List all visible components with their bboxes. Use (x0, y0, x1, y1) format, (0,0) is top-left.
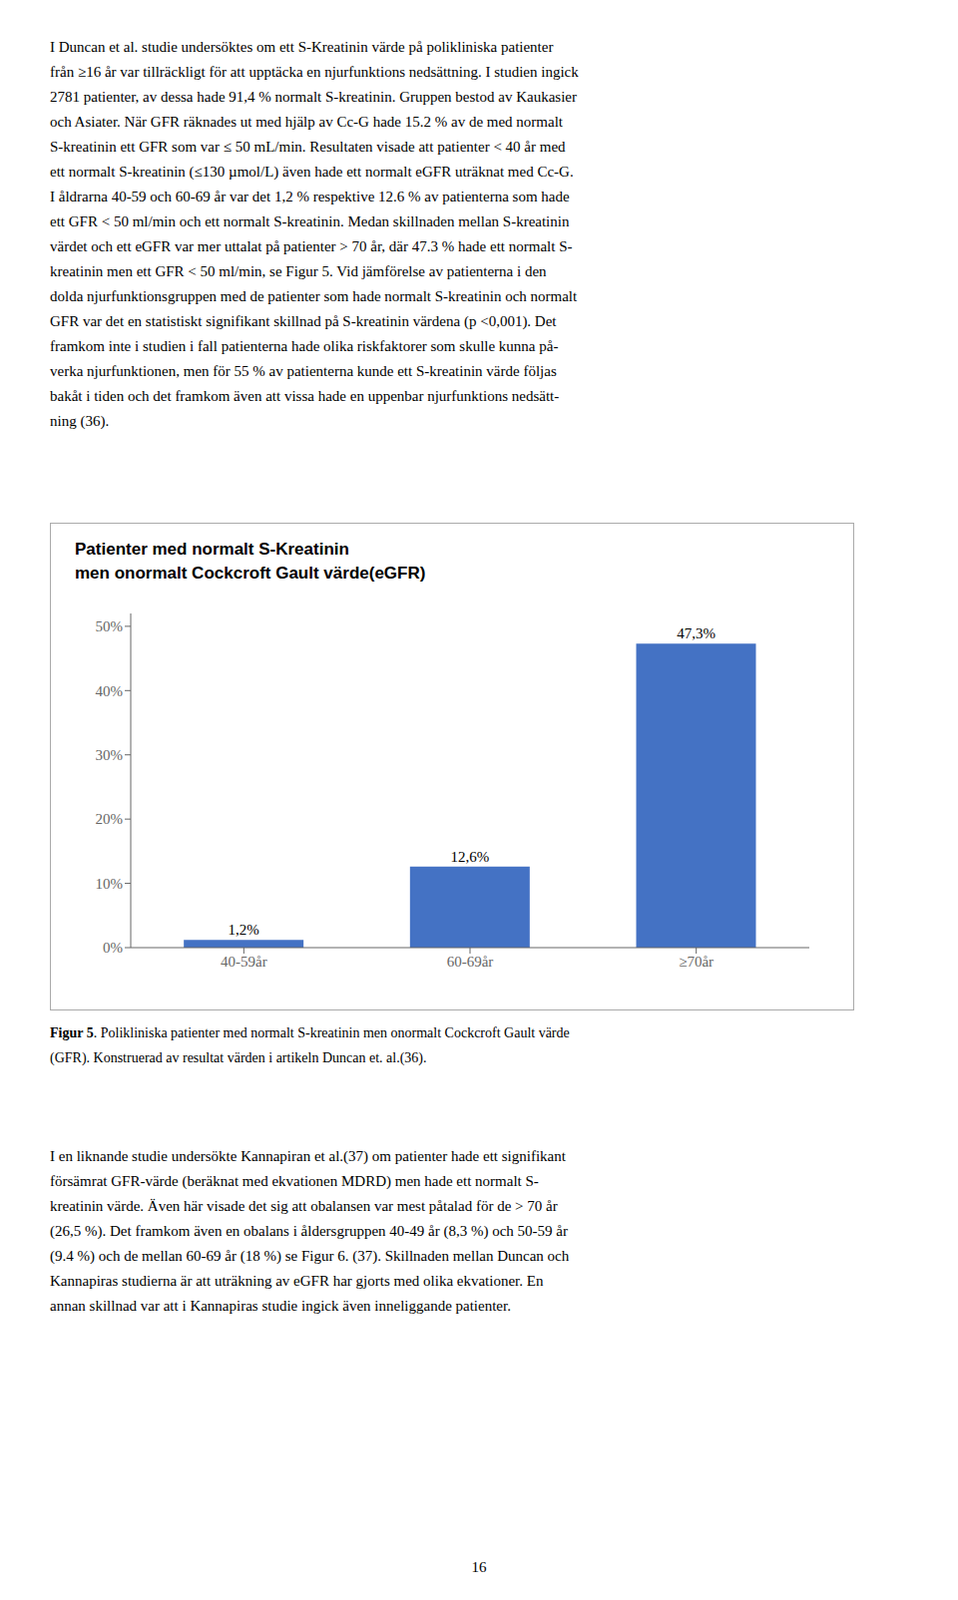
html-text:dolda njurfunktionsgruppen med: dolda njurfunktionsgruppen med de patien… (49, 288, 577, 305)
html-text:I åldrarna 40-59 och 60-69 år: I åldrarna 40-59 och 60-69 år var det 1,… (49, 188, 570, 205)
html-text:16: 16 (471, 1559, 487, 1576)
html-text:2781 patienter, av dessa hade: 2781 patienter, av dessa hade 91,4 % nor… (49, 88, 577, 105)
html-text:ett GFR < 50 ml/min och ett no: ett GFR < 50 ml/min och ett normalt S-kr… (49, 213, 570, 230)
html-text:men onormalt Cockcroft Gault v: men onormalt Cockcroft Gault värde(eGFR) (74, 563, 426, 583)
svg-text:12,6%: 12,6% (450, 849, 489, 866)
html-text:bakåt i tiden och det framkom: bakåt i tiden och det framkom även att v… (49, 388, 560, 405)
html-text:(GFR). Konstruerad av resultat: (GFR). Konstruerad av resultat värden i … (49, 1050, 427, 1066)
html-text:från ≥16 år var tillräckligt f: från ≥16 år var tillräckligt för att upp… (49, 63, 579, 80)
html-text:värdet och ett eGFR var mer ut: värdet och ett eGFR var mer uttalat på p… (49, 238, 573, 255)
svg-text:10%: 10% (95, 876, 124, 893)
svg-text:20%: 20% (95, 811, 124, 828)
svg-text:≥70år: ≥70år (678, 954, 714, 970)
html-text:ning (36).: ning (36). (49, 413, 109, 430)
html-text:försämrat GFR-värde (beräknat: försämrat GFR-värde (beräknat med ekvati… (49, 1173, 539, 1190)
html-text:(26,5 %). Det framkom även en: (26,5 %). Det framkom även en obalans i … (49, 1223, 568, 1240)
html-text:och Asiater. När GFR räknades: och Asiater. När GFR räknades ut med hjä… (49, 113, 563, 130)
svg-text:0%: 0% (102, 940, 123, 957)
html-text:(9.4 %) och de mellan 60-69 år: (9.4 %) och de mellan 60-69 år (18 %) se… (49, 1248, 570, 1265)
svg-text:40%: 40% (95, 683, 124, 700)
svg-text:47,3%: 47,3% (676, 625, 716, 642)
html-text:I Duncan et al. studie undersö: I Duncan et al. studie undersöktes om et… (49, 38, 554, 55)
html-text:annan skillnad var att i Kanna: annan skillnad var att i Kannapiras stud… (49, 1298, 511, 1315)
html-text:ett normalt S-kreatinin (≤130: ett normalt S-kreatinin (≤130 µmol/L) äv… (49, 163, 574, 180)
html-text:Figur 5. Polikliniska patiente: Figur 5. Polikliniska patienter med norm… (49, 1025, 570, 1041)
html-text:I en liknande studie undersökt: I en liknande studie undersökte Kannapir… (49, 1148, 566, 1165)
svg-text:30%: 30% (95, 747, 124, 764)
html-text:Kannapiras studierna är att ut: Kannapiras studierna är att uträkning av… (49, 1273, 544, 1290)
svg-text:40-59år: 40-59år (220, 954, 268, 970)
html-text:Patienter med normalt S-Kreati: Patienter med normalt S-Kreatinin (74, 539, 350, 559)
svg-text:1,2%: 1,2% (228, 922, 260, 939)
html-text:S-kreatinin ett GFR som var ≤: S-kreatinin ett GFR som var ≤ 50 mL/min.… (49, 138, 566, 155)
svg-text:50%: 50% (95, 618, 124, 635)
html-text:kreatinin men ett GFR < 50 ml/: kreatinin men ett GFR < 50 ml/min, se Fi… (49, 263, 547, 280)
svg-text:60-69år: 60-69år (447, 954, 494, 970)
html-text:verka njurfunktionen, men för: verka njurfunktionen, men för 55 % av pa… (49, 363, 557, 380)
html-text:GFR var det en statistiskt sig: GFR var det en statistiskt signifikant s… (49, 313, 557, 330)
html-text:kreatinin värde. Även här visa: kreatinin värde. Även här visade det sig… (49, 1198, 558, 1215)
html-text:framkom inte i studien i fall: framkom inte i studien i fall patientern… (49, 338, 559, 355)
